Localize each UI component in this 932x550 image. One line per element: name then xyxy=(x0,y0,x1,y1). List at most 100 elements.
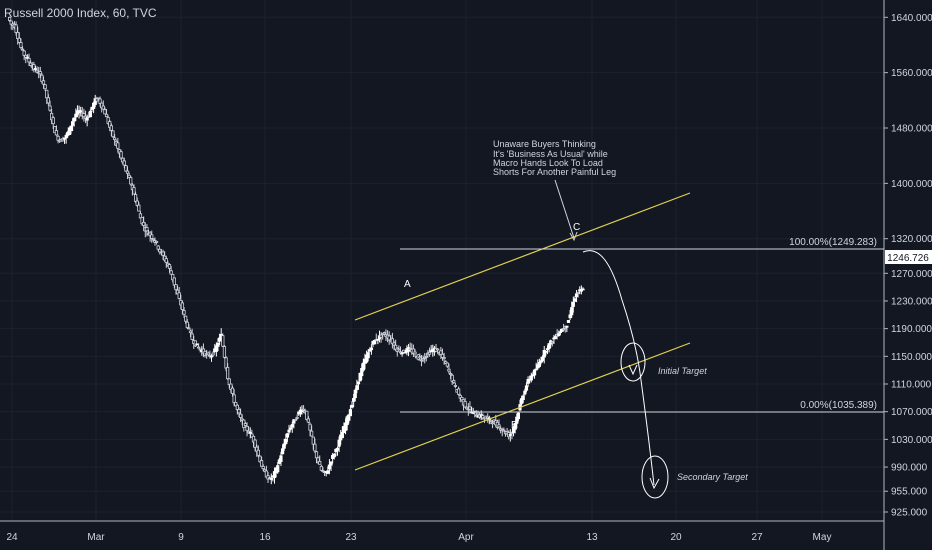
candle-body xyxy=(29,62,33,66)
candle-body xyxy=(348,409,353,417)
candle-body xyxy=(38,71,42,75)
initial-target-label: Initial Target xyxy=(658,366,707,376)
candle-body xyxy=(198,348,202,351)
candle-body xyxy=(113,137,117,140)
candle-body xyxy=(445,362,449,367)
x-tick-label: 24 xyxy=(6,532,18,543)
annotation-pointer-head xyxy=(569,231,578,242)
last-price-label: 1246.726 xyxy=(887,253,929,264)
candle-body xyxy=(452,380,456,383)
candle-body xyxy=(222,346,227,358)
annotation-line-1: Unaware Buyers Thinking xyxy=(493,139,596,149)
candle-body xyxy=(534,368,538,371)
x-tick-label: 9 xyxy=(178,532,184,543)
candle-body xyxy=(532,369,537,376)
candle-body xyxy=(360,367,364,377)
channel-lower-line[interactable] xyxy=(354,342,691,471)
candle-body xyxy=(238,413,243,418)
candle-body xyxy=(457,388,461,395)
candle-body xyxy=(292,419,296,424)
candle-body xyxy=(347,414,351,421)
candle-body xyxy=(301,408,306,411)
candle-body xyxy=(524,385,529,391)
candle-body xyxy=(54,130,59,136)
projection-arrow-head xyxy=(649,477,660,490)
candle-body xyxy=(468,406,472,410)
secondary-target-circle[interactable] xyxy=(641,455,669,499)
candle-body xyxy=(56,135,60,141)
candle-body xyxy=(132,187,136,195)
y-tick-label: 925.000 xyxy=(891,508,928,519)
candle-body xyxy=(261,466,265,470)
candle-body xyxy=(171,274,175,281)
candle-body xyxy=(185,321,189,328)
candle-body xyxy=(20,48,25,51)
annotation-line-2: It's 'Business As Usual' while xyxy=(493,149,608,159)
candle-body xyxy=(109,125,113,131)
candle-body xyxy=(355,385,359,390)
candle-body xyxy=(557,333,561,337)
candle-body xyxy=(558,331,562,334)
candle-body xyxy=(439,350,443,355)
annotation-pointer xyxy=(554,179,575,239)
projection-path xyxy=(582,250,655,486)
candle-body xyxy=(566,319,571,323)
candle-body xyxy=(306,418,311,423)
candle-body xyxy=(329,461,333,466)
annotation-text: Unaware Buyers Thinking It's 'Business A… xyxy=(493,139,616,177)
initial-target-circle[interactable] xyxy=(620,342,646,382)
candle-body xyxy=(167,264,172,269)
candle-body xyxy=(129,177,133,185)
point-a-label: A xyxy=(404,279,411,290)
candle-body xyxy=(447,368,451,372)
point-b-label: B xyxy=(511,420,518,431)
candle-body xyxy=(574,293,579,298)
candle-body xyxy=(177,292,181,299)
candle-body xyxy=(158,248,162,253)
candle-body xyxy=(150,234,154,239)
candle-body xyxy=(280,448,285,455)
candle-body xyxy=(335,447,340,451)
annotation-line-4: Shorts For Another Painful Leg xyxy=(493,167,616,177)
y-tick-label: 1640.000 xyxy=(891,13,932,24)
candle-body xyxy=(581,288,585,291)
candle-body xyxy=(463,401,467,408)
candle-body xyxy=(366,352,370,359)
candle-body xyxy=(319,465,323,471)
fib-level-0-label: 0.00%(1035.389) xyxy=(800,400,877,411)
candle-body xyxy=(570,307,574,316)
channel-upper-line[interactable] xyxy=(354,192,691,321)
candle-body xyxy=(541,356,545,361)
candle-body xyxy=(544,350,548,353)
candle-body xyxy=(145,227,149,232)
candle-body xyxy=(311,436,315,445)
candles xyxy=(8,16,585,485)
x-tick-label: Apr xyxy=(458,532,474,543)
candle-body xyxy=(45,89,49,99)
y-tick-label: 1560.000 xyxy=(891,68,932,79)
candle-body xyxy=(48,105,52,111)
candle-body xyxy=(248,431,252,434)
candle-body xyxy=(46,97,50,104)
candle-body xyxy=(224,357,228,369)
candle-body xyxy=(337,439,341,447)
secondary-target-label: Secondary Target xyxy=(677,472,748,482)
candle-body xyxy=(361,362,365,371)
x-tick-label: 27 xyxy=(751,532,763,543)
candle-body xyxy=(111,130,115,138)
candle-body xyxy=(221,335,225,347)
candle-body xyxy=(235,404,239,411)
candle-body xyxy=(116,142,120,149)
candle-body xyxy=(489,419,493,422)
candle-body xyxy=(392,342,396,346)
candle-body xyxy=(284,438,288,444)
x-tick-label: 20 xyxy=(670,532,682,543)
candle-body xyxy=(369,347,374,351)
candle-body xyxy=(98,98,102,104)
candle-body xyxy=(122,160,126,166)
candle-body xyxy=(481,415,485,419)
candle-body xyxy=(230,387,235,394)
candle-body xyxy=(138,213,143,219)
candle-body xyxy=(256,449,260,456)
